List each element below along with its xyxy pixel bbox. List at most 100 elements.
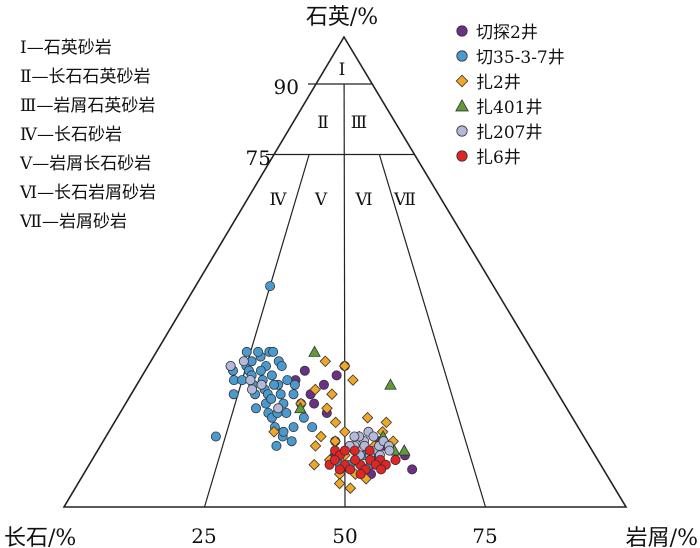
tick-label-base-50: 50 [332,524,357,548]
data-point [380,416,393,429]
data-point [333,477,346,490]
data-point [315,430,327,443]
ratio-75-line [378,154,487,508]
data-point [355,469,366,480]
data-point [384,445,395,456]
data-point [250,403,261,414]
data-point [368,431,379,442]
data-point [347,374,359,386]
classification-item: Ⅴ—岩屑长石砂岩 [19,154,151,174]
data-points [210,281,418,494]
data-point [268,346,279,357]
data-point [319,355,332,368]
data-point [288,422,299,433]
data-point [344,482,357,494]
data-point [275,389,286,400]
data-point [253,346,264,357]
ratio-25-line [203,154,310,508]
data-point [349,431,360,442]
classification-item: Ⅲ—岩屑石英砂岩 [20,96,155,116]
data-point [384,378,397,390]
field-label-VII: Ⅶ [393,190,416,210]
field-label-II: Ⅱ [317,113,329,133]
data-point [329,435,341,447]
data-point [228,389,239,400]
apex-label-quartz: 石英/% [306,5,378,30]
data-point [331,370,342,381]
data-point [245,375,256,386]
data-point [271,440,282,451]
data-point [308,345,321,357]
data-point [407,464,418,475]
data-point [256,379,267,390]
legend-label: 扎6井 [476,148,521,168]
legend-marker [456,125,468,137]
legend-marker [456,150,468,162]
data-point [241,346,252,357]
classification-list: Ⅰ—石英砂岩 Ⅱ—长石石英砂岩 Ⅲ—岩屑石英砂岩 Ⅳ—长石砂岩 Ⅴ—岩屑长石砂岩… [19,38,156,232]
data-point [281,407,292,418]
data-point [339,426,351,438]
data-point [298,412,309,423]
data-point [329,416,342,429]
data-point [350,454,361,465]
apex-label-feldspar: 长石/% [4,526,76,548]
data-point [309,383,322,396]
legend-marker [455,74,469,88]
data-point [276,360,287,371]
data-point [308,458,320,471]
data-point [339,445,350,456]
tick-label-base-75: 75 [472,524,497,548]
data-point [273,403,284,414]
data-point [397,444,411,456]
classification-item: Ⅰ—石英砂岩 [20,38,112,58]
data-point [334,464,345,475]
data-point [318,379,329,390]
data-point [349,445,360,456]
apex-label-lithic: 岩屑/% [626,526,698,548]
data-point [225,360,236,371]
legend-marker [456,25,468,37]
data-point [286,436,297,447]
legend-label: 扎401井 [476,98,542,118]
classification-item: Ⅳ—长石砂岩 [20,125,122,145]
data-point [390,454,401,465]
field-label-VI: Ⅵ [354,190,372,210]
legend-label: 切35-3-7井 [476,48,565,68]
data-point [329,454,340,465]
legend-marker [456,50,468,62]
data-point [361,411,374,424]
data-point [266,370,277,381]
data-point [321,402,333,415]
data-point [326,388,338,400]
legend-label: 扎207井 [476,123,542,143]
data-point [294,401,307,414]
field-label-IV: Ⅳ [270,190,288,210]
tick-label-quartz-75: 75 [246,146,271,170]
data-point [210,431,221,442]
data-point [309,398,320,409]
legend-marker [455,98,469,112]
classification-item: Ⅵ—长石岩屑砂岩 [19,183,156,203]
data-point [299,365,310,376]
data-point [376,464,387,475]
data-point [289,379,300,390]
data-point [364,445,375,456]
data-point [268,426,280,438]
data-point [255,365,266,376]
data-point [247,384,258,395]
data-point [288,389,299,400]
data-point [269,379,280,390]
classification-item: Ⅱ—长石石英砂岩 [20,67,151,87]
field-label-V: Ⅴ [314,190,328,210]
tick-label-base-25: 25 [191,524,216,548]
data-point [278,426,289,437]
data-point [307,422,318,433]
data-point [266,393,277,404]
data-point [282,375,293,386]
data-point [345,464,356,475]
data-point [238,356,249,367]
ratio-50-line [343,83,346,508]
